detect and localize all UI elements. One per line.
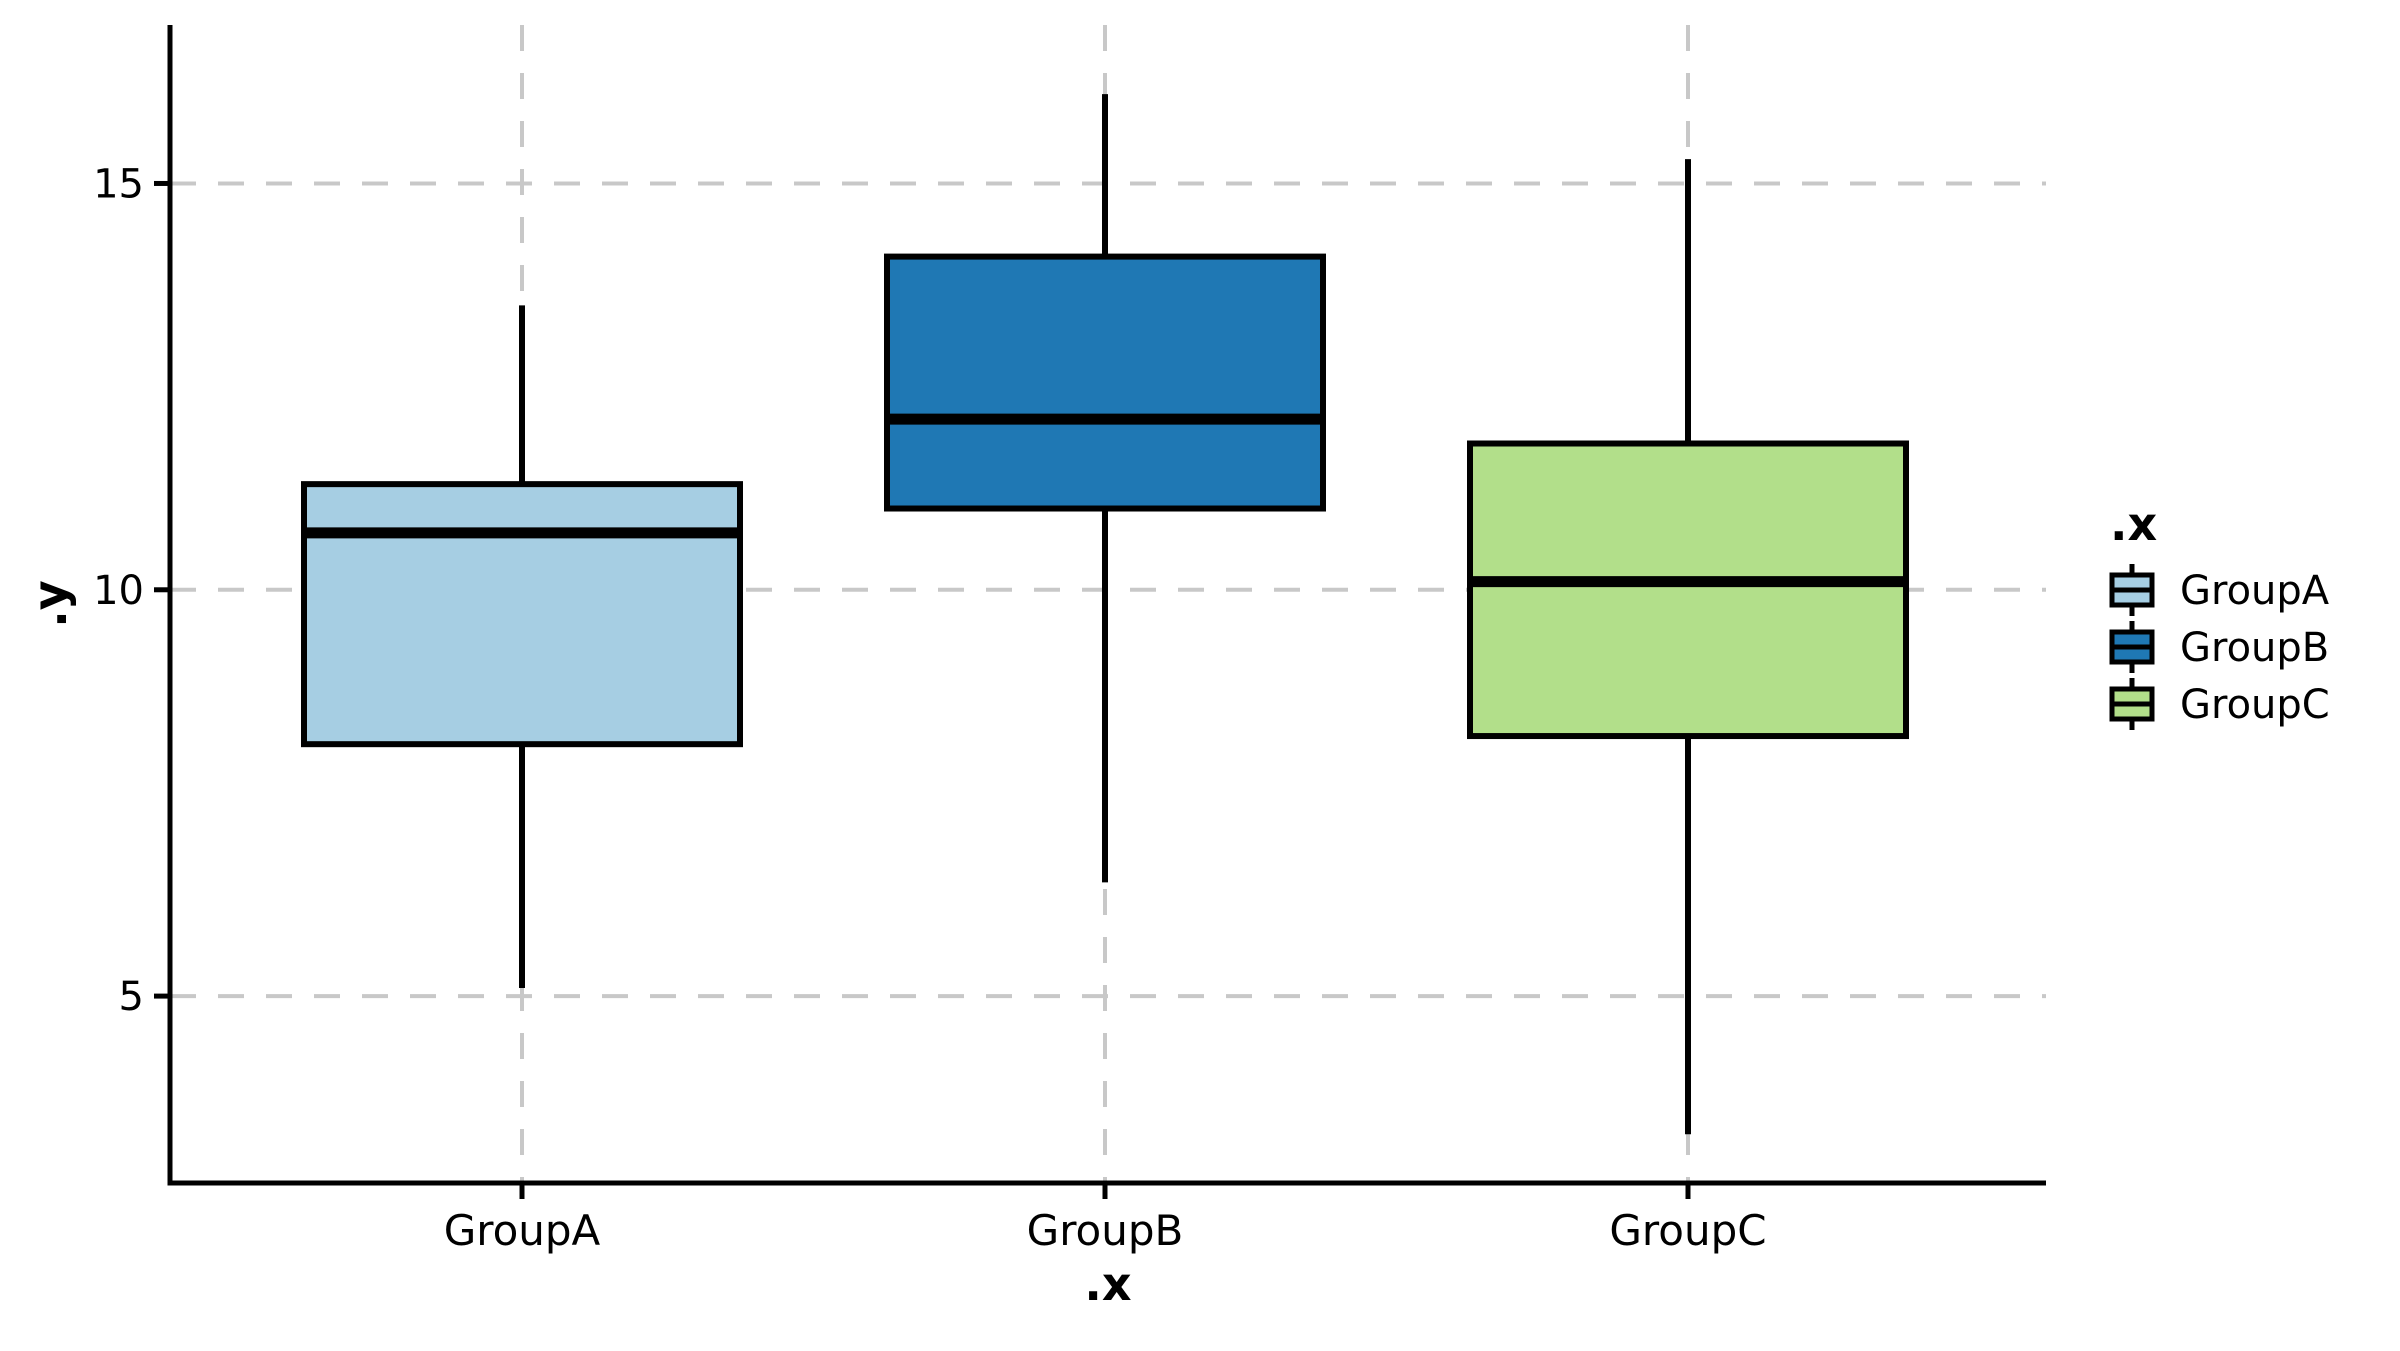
x-tick-label: GroupB xyxy=(1027,1206,1184,1255)
legend-title: .x xyxy=(2110,497,2157,551)
legend-item: GroupC xyxy=(2109,678,2330,730)
legend-label: GroupC xyxy=(2180,682,2330,728)
y-tick-label: 15 xyxy=(93,161,144,207)
legend-label: GroupB xyxy=(2180,625,2329,671)
legend-item: GroupA xyxy=(2109,564,2330,616)
x-tick-label: GroupC xyxy=(1609,1206,1766,1255)
y-tick-label: 5 xyxy=(119,974,144,1020)
x-tick-label: GroupA xyxy=(444,1206,601,1255)
legend-layer: GroupA GroupB GroupC xyxy=(2109,564,2330,730)
box-layer xyxy=(301,94,1909,1135)
y-tick-label: 10 xyxy=(93,568,144,614)
axis-layer: 5 10 15 GroupA GroupB GroupC xyxy=(93,25,2046,1255)
box-iqr xyxy=(884,253,1326,512)
y-axis-title: .y xyxy=(23,580,77,627)
x-axis-title: .x xyxy=(1084,1257,1131,1311)
box-iqr xyxy=(1467,440,1909,740)
box-iqr xyxy=(301,481,743,748)
legend-item: GroupB xyxy=(2109,621,2329,673)
legend-label: GroupA xyxy=(2180,568,2330,614)
